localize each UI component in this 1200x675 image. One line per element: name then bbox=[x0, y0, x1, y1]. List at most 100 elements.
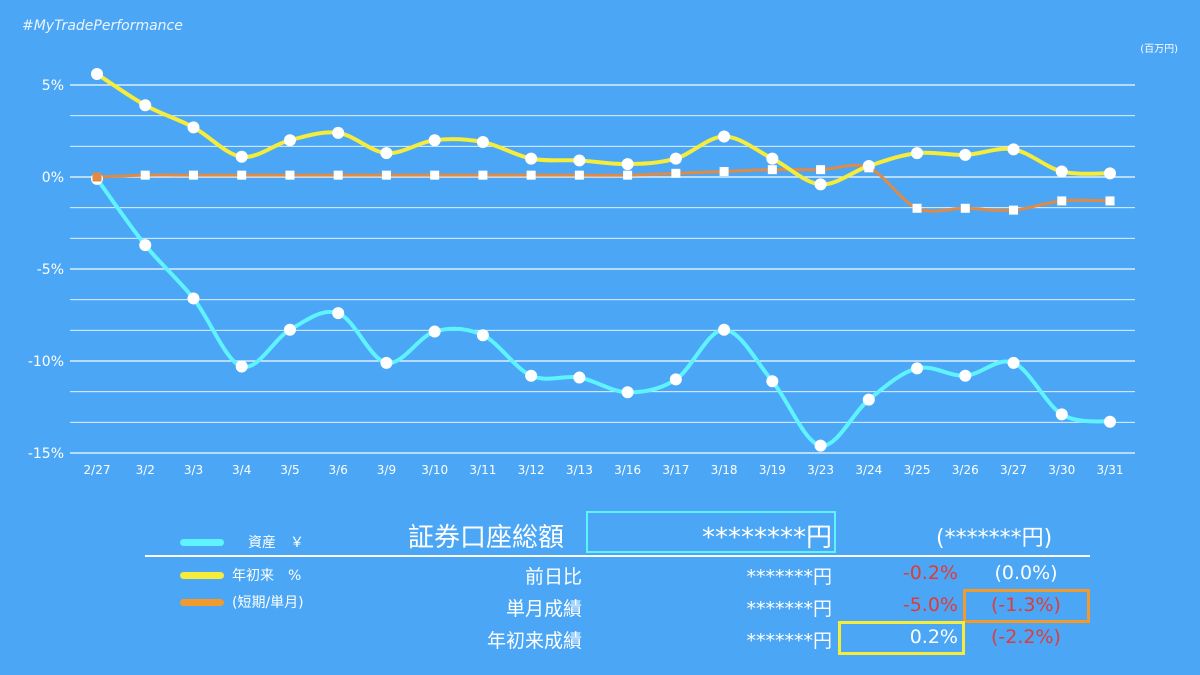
legend-short: (短期/単月) bbox=[180, 592, 304, 612]
ytd-point bbox=[380, 147, 393, 160]
x-tick-label: 3/19 bbox=[759, 463, 786, 477]
row-monthly-pct: -5.0% bbox=[902, 594, 958, 616]
short-point bbox=[960, 203, 970, 213]
asset-point bbox=[476, 329, 489, 342]
asset-point bbox=[428, 325, 441, 338]
legend-ytd: 年初来 % bbox=[180, 565, 301, 585]
x-tick-label: 3/6 bbox=[329, 463, 348, 477]
total-sub-value: (*******円) bbox=[936, 526, 1053, 551]
ytd-point bbox=[187, 121, 200, 134]
row-daily-label: 前日比 bbox=[524, 566, 582, 588]
ytd-pct-highlight-box bbox=[838, 621, 965, 655]
ytd-point bbox=[1104, 167, 1116, 180]
legend-asset: 資産 ￥ bbox=[180, 532, 304, 552]
ytd-point bbox=[573, 154, 586, 167]
x-tick-label: 3/2 bbox=[136, 463, 155, 477]
x-tick-label: 3/4 bbox=[232, 463, 251, 477]
unit-label: (百万円) bbox=[1140, 44, 1178, 55]
x-tick-label: 2/27 bbox=[84, 463, 111, 477]
ytd-point bbox=[332, 126, 345, 139]
short-point bbox=[188, 170, 198, 180]
short-point bbox=[912, 203, 922, 213]
short-series-line bbox=[95, 163, 1112, 213]
ytd-point bbox=[959, 148, 972, 161]
x-tick-label: 3/13 bbox=[566, 463, 593, 477]
asset-point bbox=[814, 439, 827, 452]
x-tick-label: 3/31 bbox=[1097, 463, 1124, 477]
asset-point bbox=[1055, 408, 1068, 421]
y-tick-label: 0% bbox=[42, 170, 64, 186]
asset-point bbox=[1007, 356, 1020, 369]
total-highlight-box bbox=[586, 511, 836, 553]
x-tick-label: 3/17 bbox=[662, 463, 689, 477]
y-tick-label: -5% bbox=[37, 262, 64, 278]
ytd-point bbox=[139, 99, 152, 112]
asset-point bbox=[139, 239, 152, 252]
row-monthly-label: 単月成績 bbox=[505, 598, 582, 620]
x-tick-label: 3/30 bbox=[1048, 463, 1075, 477]
x-tick-label: 3/16 bbox=[614, 463, 641, 477]
total-value: ********円 bbox=[701, 523, 832, 553]
ytd-point bbox=[862, 159, 875, 172]
short-point bbox=[140, 170, 150, 180]
asset-point bbox=[959, 369, 972, 382]
asset-point bbox=[380, 356, 393, 369]
total-label: 証券口座総額 bbox=[408, 523, 565, 553]
short-point bbox=[767, 165, 777, 175]
x-tick-label: 3/24 bbox=[855, 463, 882, 477]
asset-point bbox=[235, 360, 248, 373]
asset-point bbox=[1104, 415, 1116, 428]
short-point bbox=[526, 170, 536, 180]
x-tick-label: 3/27 bbox=[1000, 463, 1027, 477]
x-tick-label: 3/10 bbox=[421, 463, 448, 477]
asset-point bbox=[283, 323, 296, 336]
legend-short-label: (短期/単月) bbox=[232, 595, 304, 611]
asset-point bbox=[187, 292, 200, 305]
asset-point bbox=[862, 393, 875, 406]
legend-asset-label: 資産 ￥ bbox=[248, 535, 304, 551]
monthly-sub-highlight-box bbox=[963, 589, 1090, 623]
ytd-point bbox=[1055, 165, 1068, 178]
summary-divider bbox=[145, 555, 1090, 557]
ytd-point bbox=[766, 152, 779, 165]
row-daily-amount: *******円 bbox=[746, 566, 832, 588]
asset-point bbox=[621, 386, 634, 399]
x-tick-label: 3/3 bbox=[184, 463, 203, 477]
legend-short-swatch bbox=[180, 598, 224, 606]
x-tick-label: 3/23 bbox=[807, 463, 834, 477]
x-tick-label: 3/9 bbox=[377, 463, 396, 477]
ytd-point bbox=[669, 152, 682, 165]
short-point bbox=[381, 170, 391, 180]
ytd-point bbox=[235, 150, 248, 163]
row-ytd-sub: (-2.2%) bbox=[991, 626, 1061, 648]
row-daily-sub: (0.0%) bbox=[994, 562, 1058, 584]
y-tick-label: 5% bbox=[42, 78, 64, 94]
short-point bbox=[92, 172, 102, 182]
row-ytd-label: 年初来成績 bbox=[486, 630, 582, 652]
ytd-point bbox=[1007, 143, 1020, 156]
asset-point bbox=[669, 373, 682, 386]
row-ytd-pct: 0.2% bbox=[909, 626, 958, 648]
asset-series-line bbox=[95, 176, 1112, 448]
x-tick-label: 3/11 bbox=[469, 463, 496, 477]
ytd-point bbox=[91, 67, 103, 80]
row-daily-pct: -0.2% bbox=[902, 562, 958, 584]
row-monthly-amount: *******円 bbox=[746, 598, 832, 620]
legend-asset-swatch bbox=[180, 538, 224, 546]
asset-point bbox=[911, 362, 924, 375]
ytd-point bbox=[476, 136, 489, 149]
ytd-point bbox=[283, 134, 296, 147]
y-tick-label: -15% bbox=[28, 446, 64, 462]
ytd-point bbox=[814, 178, 827, 191]
ytd-point bbox=[525, 152, 538, 165]
x-tick-label: 3/5 bbox=[280, 463, 299, 477]
x-tick-label: 3/18 bbox=[711, 463, 738, 477]
asset-point bbox=[332, 307, 345, 320]
row-monthly-sub: (-1.3%) bbox=[991, 594, 1061, 616]
short-point bbox=[333, 170, 343, 180]
short-point bbox=[623, 170, 633, 180]
ytd-series-line bbox=[95, 71, 1112, 187]
short-point bbox=[237, 170, 247, 180]
short-point bbox=[1105, 196, 1115, 206]
ytd-point bbox=[428, 134, 441, 147]
